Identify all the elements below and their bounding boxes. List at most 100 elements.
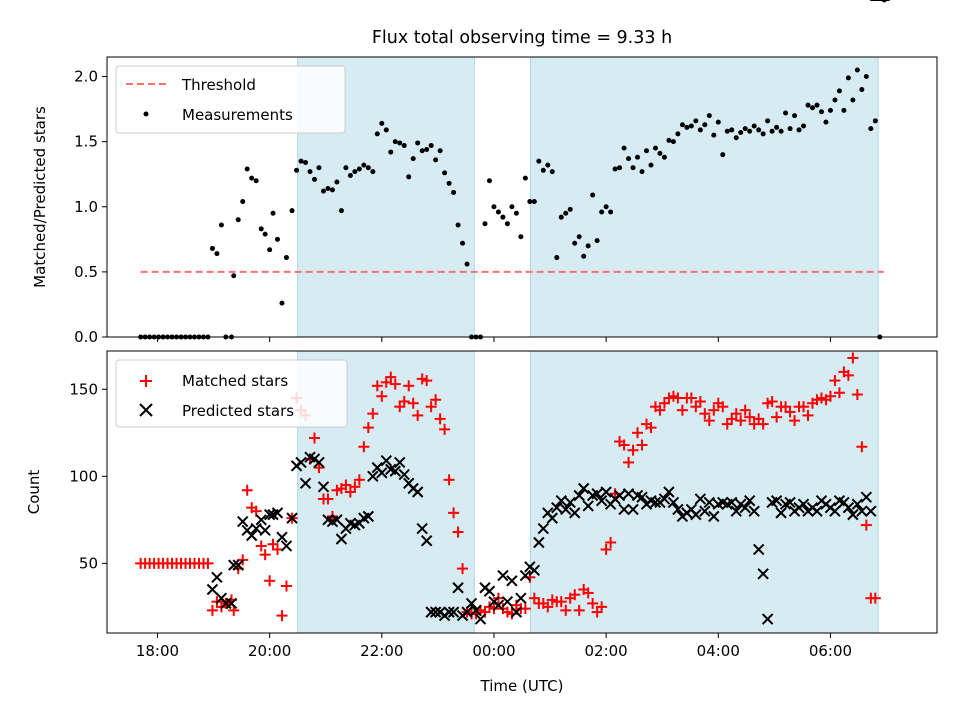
measurement-point <box>567 206 573 212</box>
ratio-y-axis-label: Matched/Predicted stars <box>31 106 49 288</box>
predicted-star-point <box>743 494 756 507</box>
matched-star-point <box>403 380 415 392</box>
predicted-star-point <box>775 507 787 519</box>
matched-star-point <box>367 408 379 420</box>
x-tick-label: 04:00 <box>697 642 740 660</box>
ratio-y-tick-label: 2.0 <box>74 68 98 86</box>
predicted-star-point <box>398 468 410 481</box>
measurement-point <box>599 209 605 215</box>
predicted-star-point <box>528 564 541 577</box>
measurement-point <box>747 128 753 134</box>
measurement-point <box>863 74 869 80</box>
count-y-tick-label: 150 <box>69 380 98 398</box>
predicted-star-point <box>228 559 240 571</box>
measurement-point <box>253 178 259 184</box>
matched-star-point <box>847 352 859 364</box>
measurement-point <box>729 127 735 133</box>
matched-star-point <box>685 392 697 404</box>
measurement-point <box>778 128 784 134</box>
measurement-point <box>823 119 829 125</box>
matched-star-point <box>703 415 715 427</box>
matched-star-point <box>730 408 742 420</box>
measurement-point <box>214 251 220 257</box>
predicted-star-point <box>313 456 325 469</box>
measurement-point <box>540 167 546 173</box>
matched-star-point <box>280 580 292 592</box>
matched-star-point <box>452 526 464 538</box>
predicted-star-point <box>331 514 343 526</box>
x-tick-label: 02:00 <box>585 642 628 660</box>
predicted-star-point <box>443 606 455 618</box>
measurement-point <box>670 139 676 145</box>
measurement-point <box>774 124 780 130</box>
x-tick-label: 18:00 <box>136 642 179 660</box>
measurement-point <box>644 148 649 154</box>
predicted-star-point <box>519 569 532 582</box>
measurement-point <box>218 222 224 228</box>
measurement-point <box>320 188 326 194</box>
measurement-point <box>289 208 295 214</box>
measurement-point <box>209 245 215 251</box>
matched-star-point <box>340 479 352 491</box>
predicted-star-point <box>860 491 873 503</box>
predicted-star-point <box>726 496 738 509</box>
measurement-point <box>491 204 497 210</box>
predicted-star-point <box>761 613 774 625</box>
measurement-point <box>433 157 439 163</box>
measurement-point <box>724 128 730 134</box>
predicted-legend-label: Predicted stars <box>182 402 294 420</box>
ratio-legend: Threshold Measurements <box>115 65 346 134</box>
matched-star-point <box>829 375 841 387</box>
measurement-point <box>428 143 434 149</box>
predicted-star-point <box>237 515 249 528</box>
count-panel-frame <box>106 350 938 634</box>
measurement-point <box>451 189 457 195</box>
measurement-point <box>760 131 766 137</box>
predicted-star-point <box>461 606 473 618</box>
measurement-point <box>329 187 335 193</box>
predicted-star-point <box>667 496 680 509</box>
predicted-star-point <box>591 488 603 500</box>
matched-star-point <box>457 563 469 575</box>
measurement-point <box>270 210 276 216</box>
matched-star-point <box>353 474 365 486</box>
measurement-point <box>244 166 250 172</box>
predicted-star-point <box>600 486 612 498</box>
predicted-star-point <box>295 456 307 469</box>
measurement-point <box>283 255 289 261</box>
measurements-legend-label: Measurements <box>182 106 293 124</box>
measurement-point <box>365 165 371 171</box>
matched-star-point <box>241 484 253 496</box>
measurement-point <box>312 176 317 182</box>
ratio-panel: 0.00.51.01.52.0 Matched/Predicted stars … <box>31 0 938 346</box>
predicted-star-point <box>739 501 751 514</box>
x-tick-label: 06:00 <box>809 642 852 660</box>
measurement-point <box>437 148 443 154</box>
measurement-point <box>576 234 582 240</box>
x-tick-label: 00:00 <box>472 642 515 660</box>
predicted-star-point <box>829 505 841 517</box>
measurement-point <box>352 169 358 175</box>
ratio-y-tick-label: 0.0 <box>74 328 98 346</box>
measurement-point <box>841 107 847 113</box>
matched-star-point <box>434 413 446 425</box>
measurement-point <box>630 165 636 171</box>
measurement-point <box>814 102 820 108</box>
measurement-point <box>347 173 353 179</box>
measurement-point <box>720 152 726 158</box>
matched-star-point <box>555 596 567 608</box>
matched-star-point <box>699 408 711 420</box>
measurement-point <box>325 186 331 192</box>
measurement-point <box>374 131 380 137</box>
predicted-star-point <box>232 559 244 571</box>
matched-star-point <box>542 601 554 613</box>
x-tick-label: 22:00 <box>360 642 403 660</box>
matched-star-point <box>309 432 320 444</box>
measurement-point <box>738 130 744 136</box>
predicted-star-point <box>452 582 464 594</box>
predicted-star-point <box>847 508 859 521</box>
matched-star-point <box>784 406 796 418</box>
predicted-star-point <box>255 514 267 526</box>
measurement-point <box>518 234 524 240</box>
